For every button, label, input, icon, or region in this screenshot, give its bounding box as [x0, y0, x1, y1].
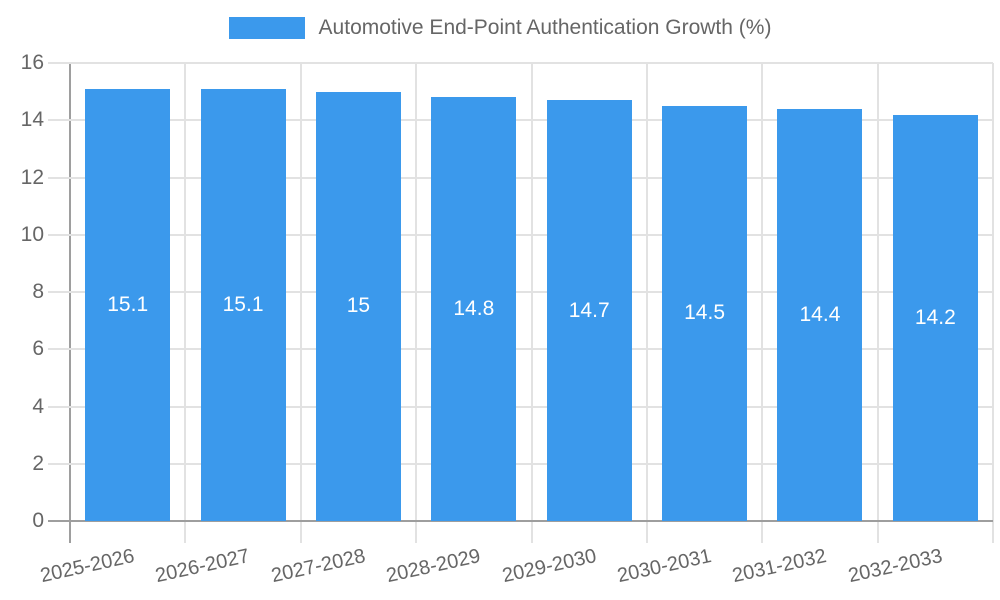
- bar[interactable]: 14.2: [892, 114, 978, 521]
- x-tick-label: 2026-2027: [153, 545, 252, 588]
- y-tick-label: 6: [32, 337, 44, 361]
- bar[interactable]: 15.1: [85, 88, 171, 521]
- h-gridline: [48, 62, 993, 64]
- x-tick-label: 2025-2026: [38, 545, 137, 588]
- bar-value-label: 15: [346, 294, 371, 318]
- bar[interactable]: 14.7: [546, 100, 632, 521]
- bar-value-label: 15.1: [222, 292, 264, 316]
- v-gridline: [530, 63, 533, 543]
- h-gridline: [48, 291, 993, 293]
- bar-value-label: 14.4: [799, 302, 841, 326]
- legend-swatch: [228, 17, 305, 39]
- v-gridline: [184, 63, 187, 543]
- h-gridline: [48, 405, 993, 408]
- v-gridline: [992, 63, 994, 543]
- x-tick-label: 2030-2031: [615, 545, 714, 588]
- y-tick-label: 2: [32, 451, 44, 475]
- h-gridline: [48, 176, 993, 179]
- bar-value-label: 15.1: [107, 292, 149, 316]
- y-tick-label: 16: [20, 51, 44, 74]
- bar[interactable]: 14.8: [431, 97, 517, 521]
- bar-value-label: 14.7: [568, 298, 610, 322]
- y-tick-label: 12: [20, 165, 44, 189]
- v-gridline: [761, 63, 764, 543]
- y-tick-label: 4: [32, 394, 44, 418]
- x-tick-label: 2031-2032: [730, 545, 829, 588]
- x-tick-label: 2027-2028: [269, 545, 368, 588]
- bar-value-label: 14.5: [684, 301, 725, 325]
- v-gridline: [645, 63, 648, 543]
- y-axis-line: [69, 63, 71, 543]
- legend[interactable]: Automotive End-Point Authentication Grow…: [0, 16, 1000, 40]
- bar-value-label: 14.8: [453, 297, 495, 321]
- bar[interactable]: 14.5: [662, 105, 748, 521]
- bar-value-label: 14.2: [914, 305, 956, 329]
- h-gridline: [48, 119, 993, 122]
- bar[interactable]: 15.1: [200, 88, 286, 521]
- legend-label: Automotive End-Point Authentication Grow…: [318, 16, 772, 39]
- x-tick-label: 2028-2029: [384, 545, 483, 588]
- x-axis-line: [48, 520, 993, 522]
- y-tick-label: 10: [20, 222, 44, 246]
- x-tick-label: 2029-2030: [499, 545, 598, 588]
- h-gridline: [48, 462, 993, 465]
- v-gridline: [299, 63, 302, 543]
- h-gridline: [48, 233, 993, 236]
- h-gridline: [48, 348, 993, 351]
- bar[interactable]: 14.4: [777, 108, 863, 521]
- bar[interactable]: 15: [315, 91, 401, 521]
- v-gridline: [876, 63, 879, 543]
- y-tick-label: 8: [32, 280, 44, 303]
- v-gridline: [415, 63, 418, 543]
- x-tick-label: 2032-2033: [845, 545, 945, 588]
- y-tick-label: 14: [20, 108, 44, 132]
- y-tick-label: 0: [32, 509, 44, 532]
